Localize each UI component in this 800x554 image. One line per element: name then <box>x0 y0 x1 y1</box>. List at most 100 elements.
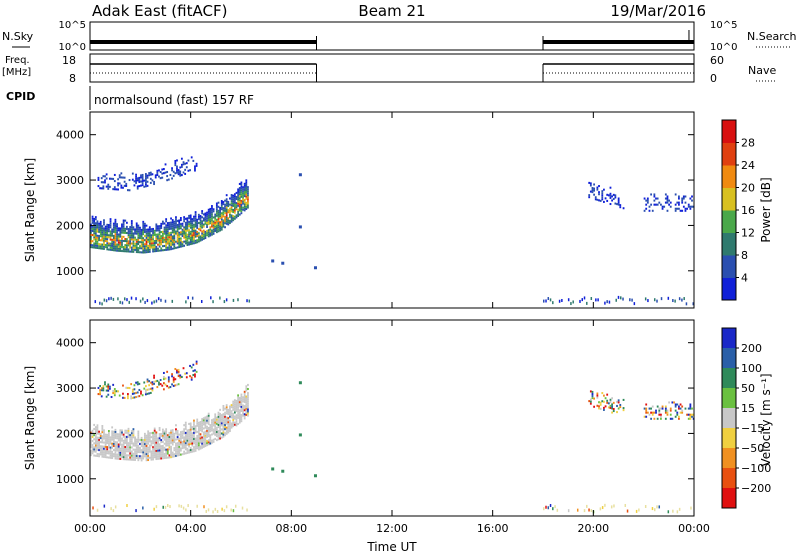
echo-cell <box>90 431 92 434</box>
echo-cell <box>103 504 106 508</box>
echo-cell <box>591 390 594 393</box>
echo-cell <box>148 172 151 175</box>
echo-cell <box>121 453 123 456</box>
echo-cell <box>217 220 220 223</box>
echo-cell <box>148 448 151 451</box>
echo-cell <box>233 195 236 198</box>
echo-cell <box>142 233 145 236</box>
x-tick-label: 08:00 <box>275 522 307 535</box>
echo-cell <box>90 441 92 444</box>
echo-cell <box>145 234 148 237</box>
echo-cell <box>199 445 202 448</box>
echo-cell <box>123 176 126 179</box>
echo-cell <box>205 509 208 513</box>
echo-cell <box>138 178 141 181</box>
echo-cell <box>624 503 627 507</box>
echo-cell <box>104 437 107 440</box>
echo-cell <box>97 386 100 389</box>
echo-cell <box>186 433 189 436</box>
echo-cell <box>176 236 179 239</box>
echo-cell <box>129 438 132 441</box>
echo-cell <box>225 298 228 302</box>
echo-cell <box>183 232 186 235</box>
echo-cell <box>122 392 124 395</box>
echo-cell <box>209 430 212 433</box>
echo-cell <box>157 233 159 236</box>
echo-cell <box>96 230 99 233</box>
echo-cell <box>107 224 110 227</box>
echo-cell <box>144 173 147 176</box>
echo-cell <box>121 449 123 452</box>
echo-cell <box>135 224 138 227</box>
echo-cell <box>94 246 97 249</box>
echo-cell <box>593 193 596 196</box>
echo-cell <box>171 437 174 440</box>
echo-cell <box>611 195 614 198</box>
echo-cell <box>111 432 114 435</box>
echo-cell <box>142 297 144 301</box>
echo-cell <box>196 439 199 442</box>
echo-cell <box>112 177 115 180</box>
echo-cell <box>121 243 123 246</box>
echo-cell <box>199 215 202 218</box>
echo-cell <box>117 178 119 181</box>
echo-cell <box>588 508 590 512</box>
echo-cell <box>664 201 667 204</box>
echo-cell <box>163 222 166 225</box>
echo-cell <box>137 438 140 441</box>
echo-cell <box>196 235 199 238</box>
echo-cell <box>220 436 223 439</box>
echo-cell <box>227 431 230 434</box>
echo-cell <box>591 392 594 396</box>
echo-cell <box>593 189 596 192</box>
echo-cell <box>178 443 181 446</box>
echo-cell <box>245 195 248 198</box>
echo-cell <box>211 419 213 422</box>
freq-strip: Freq. [MHz] 18 8 60 0 Nave <box>2 53 776 85</box>
echo-cell <box>589 400 592 403</box>
echo-cell <box>237 212 240 215</box>
echo-cell <box>109 248 112 251</box>
echo-cell <box>173 235 176 238</box>
echo-cell <box>588 181 591 184</box>
echo-cell <box>165 436 168 439</box>
echo-cell <box>211 441 213 444</box>
echo-cell <box>98 449 100 452</box>
echo-cell <box>681 209 684 212</box>
echo-cell <box>212 430 215 433</box>
echo-cell <box>107 387 110 390</box>
echo-cell <box>103 237 105 240</box>
echo-cell <box>658 413 661 416</box>
echo-cell <box>235 410 238 413</box>
echo-cell <box>111 426 114 429</box>
echo-cell <box>166 448 169 451</box>
echo-cell <box>160 445 163 448</box>
echo-cell <box>121 241 123 244</box>
echo-cell <box>178 219 181 222</box>
y-tick-label: 2000 <box>56 219 84 232</box>
echo-cell <box>188 214 190 217</box>
echo-cell <box>148 228 151 231</box>
echo-cell <box>184 227 187 231</box>
echo-cell <box>97 178 100 181</box>
echo-cell <box>609 196 612 199</box>
echo-cell <box>232 400 235 403</box>
echo-cell <box>225 418 228 421</box>
echo-cell <box>197 436 200 439</box>
echo-cell <box>91 221 94 224</box>
echo-cell <box>104 239 107 242</box>
echo-cell <box>603 394 605 397</box>
echo-cell <box>114 241 117 244</box>
echo-cell <box>102 175 105 178</box>
echo-cell <box>206 215 208 218</box>
echo-cell <box>224 205 226 208</box>
echo-cell <box>206 232 208 235</box>
echo-cell <box>130 230 133 233</box>
echo-cell <box>147 240 150 243</box>
echo-cell <box>678 197 680 200</box>
echo-cell <box>148 438 151 441</box>
echo-cell <box>147 452 150 455</box>
echo-cell <box>691 415 693 418</box>
echo-cell <box>222 431 225 434</box>
echo-cell <box>183 220 186 223</box>
